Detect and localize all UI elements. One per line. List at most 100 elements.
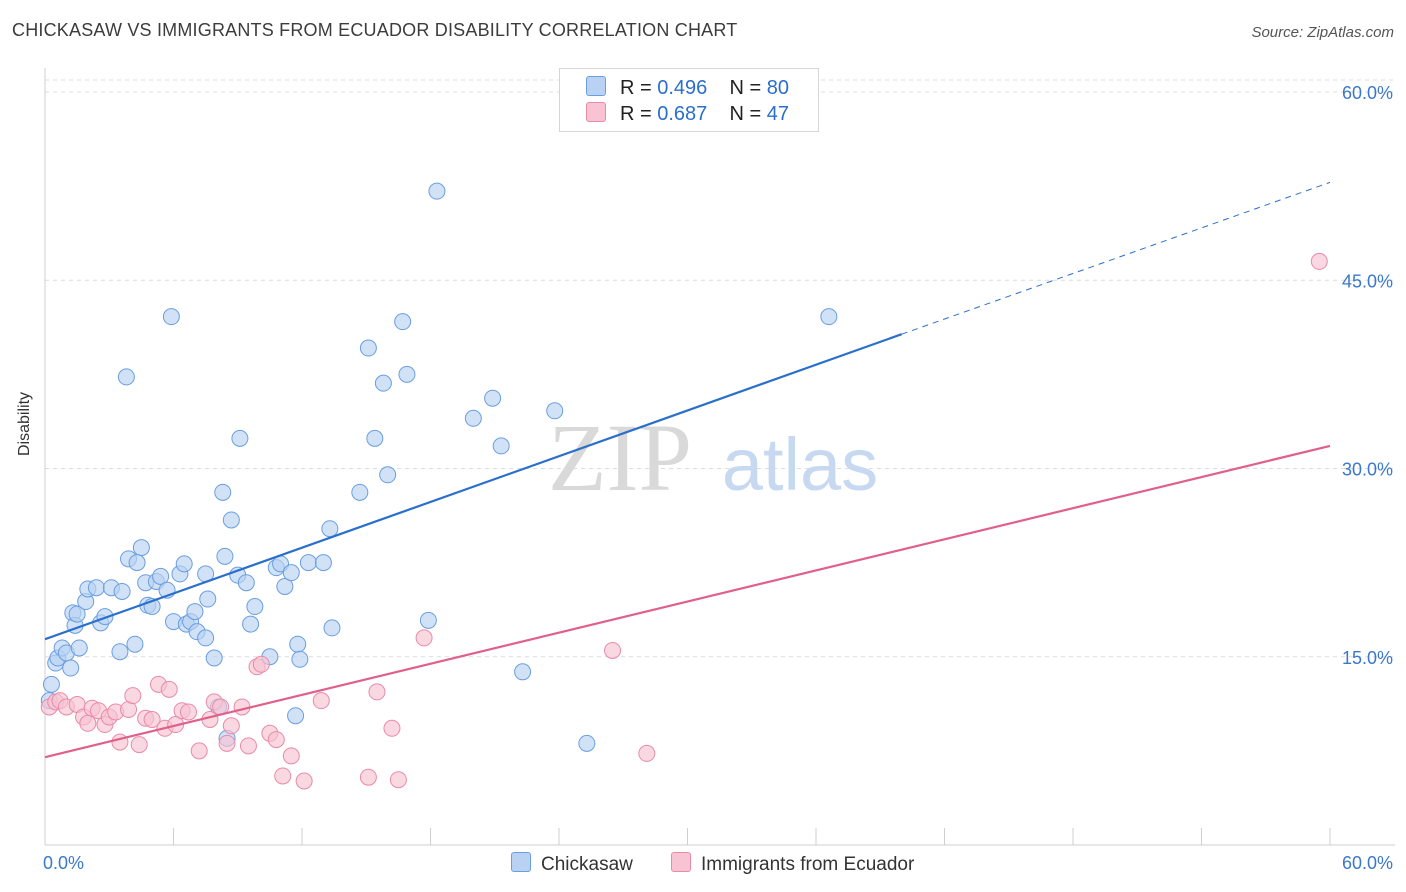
- ecuador-point: [79, 714, 97, 732]
- legend-swatch-blue: [586, 76, 606, 96]
- chickasaw-point: [113, 582, 131, 600]
- bottom-legend-swatch-blue: [511, 852, 531, 872]
- chickasaw-point: [289, 635, 307, 653]
- chickasaw-point: [68, 605, 86, 623]
- chickasaw-point: [366, 429, 384, 447]
- y-tick-label: 45.0%: [1342, 271, 1393, 291]
- watermark-atlas: atlas: [722, 423, 878, 506]
- legend-r-value: 0.687: [657, 103, 708, 125]
- legend-r-value: 0.496: [657, 77, 708, 99]
- ecuador-point: [111, 733, 129, 751]
- y-tick-label: 30.0%: [1342, 460, 1393, 480]
- chickasaw-point: [216, 547, 234, 565]
- chickasaw-point: [111, 643, 129, 661]
- bottom-legend-label: Immigrants from Ecuador: [701, 854, 915, 875]
- legend-r-label: R =: [620, 103, 652, 125]
- chickasaw-point: [299, 554, 317, 572]
- ecuador-point: [282, 747, 300, 765]
- chickasaw-point: [162, 308, 180, 326]
- chickasaw-point: [132, 539, 150, 557]
- chart-title: CHICKASAW VS IMMIGRANTS FROM ECUADOR DIS…: [12, 20, 738, 40]
- chickasaw-point: [321, 520, 339, 538]
- bottom-legend-ecuador: Immigrants from Ecuador: [671, 852, 914, 876]
- chickasaw-point: [222, 511, 240, 529]
- x-tick-label: 60.0%: [1342, 853, 1393, 873]
- legend-r-label: R =: [620, 77, 652, 99]
- chickasaw-point: [214, 483, 232, 501]
- chickasaw-point: [291, 650, 309, 668]
- chickasaw-point: [484, 389, 502, 407]
- ecuador-point: [124, 687, 142, 705]
- chickasaw-point: [186, 603, 204, 621]
- chickasaw-point: [70, 639, 88, 657]
- legend-n-value: 47: [766, 103, 790, 125]
- ecuador-point: [295, 772, 313, 790]
- ecuador-point: [1310, 252, 1328, 270]
- chickasaw-point: [126, 635, 144, 653]
- chickasaw-point: [398, 365, 416, 383]
- chickasaw-trend-line: [44, 333, 903, 641]
- ecuador-point: [389, 771, 407, 789]
- chickasaw-point: [117, 368, 135, 386]
- legend-n-label: N =: [729, 103, 762, 125]
- chickasaw-point: [287, 707, 305, 725]
- chickasaw-point: [374, 374, 392, 392]
- ecuador-point: [239, 737, 257, 755]
- chickasaw-point: [351, 483, 369, 501]
- grid-lines: [45, 79, 1395, 658]
- chickasaw-point: [394, 313, 412, 331]
- chickasaw-point: [428, 182, 446, 200]
- chickasaw-point: [464, 409, 482, 427]
- ecuador-point: [267, 731, 285, 749]
- x-tick-label: 0.0%: [43, 853, 84, 873]
- chickasaw-point: [128, 554, 146, 572]
- ecuador-point: [368, 683, 386, 701]
- chickasaw-point: [359, 339, 377, 357]
- ecuador-point: [218, 734, 236, 752]
- chickasaw-point: [205, 649, 223, 667]
- ecuador-point: [143, 711, 161, 728]
- chickasaw-point: [231, 429, 249, 447]
- legend-row-chickasaw: R = 0.496 N = 80: [586, 76, 789, 100]
- chickasaw-point: [282, 564, 300, 582]
- ecuador-point: [222, 717, 240, 735]
- legend-swatch-pink: [586, 102, 606, 122]
- ecuador-point: [274, 767, 292, 785]
- watermark-zip: ZIP: [548, 404, 692, 511]
- chickasaw-point: [152, 567, 170, 585]
- chickasaw-point: [820, 308, 838, 326]
- watermark: ZIP atlas: [548, 404, 878, 511]
- legend-n-label: N =: [729, 77, 762, 99]
- ecuador-point: [190, 742, 208, 760]
- chickasaw-trend-extension: [901, 181, 1331, 335]
- chickasaw-point: [514, 663, 532, 681]
- bottom-legend-chickasaw: Chickasaw: [511, 852, 633, 876]
- chickasaw-point: [197, 629, 215, 647]
- ecuador-point: [359, 768, 377, 786]
- chickasaw-point: [323, 619, 341, 637]
- chickasaw-point: [276, 577, 294, 595]
- ecuador-point: [638, 744, 656, 762]
- chickasaw-point: [199, 590, 217, 608]
- chickasaw-point: [242, 615, 260, 633]
- ecuador-point: [383, 719, 401, 737]
- trend-lines: [44, 181, 1331, 759]
- y-tick-label: 60.0%: [1342, 83, 1393, 103]
- ecuador-point: [252, 655, 270, 673]
- source-label: Source: ZipAtlas.com: [1251, 24, 1394, 41]
- chickasaw-point: [546, 402, 564, 420]
- chickasaw-point: [246, 598, 264, 616]
- ecuador-point: [160, 680, 178, 698]
- ecuador-point: [179, 703, 197, 721]
- legend: R = 0.496 N = 80 R = 0.687 N = 47: [559, 68, 819, 132]
- bottom-legend-swatch-pink: [671, 852, 691, 872]
- chickasaw-point: [492, 437, 510, 455]
- chickasaw-point: [175, 555, 193, 573]
- chickasaw-point: [379, 466, 397, 484]
- chickasaw-point: [419, 611, 437, 629]
- chickasaw-point: [62, 659, 80, 677]
- legend-row-ecuador: R = 0.687 N = 47: [586, 102, 789, 126]
- ecuador-point: [130, 736, 148, 754]
- legend-n-value: 80: [766, 77, 790, 99]
